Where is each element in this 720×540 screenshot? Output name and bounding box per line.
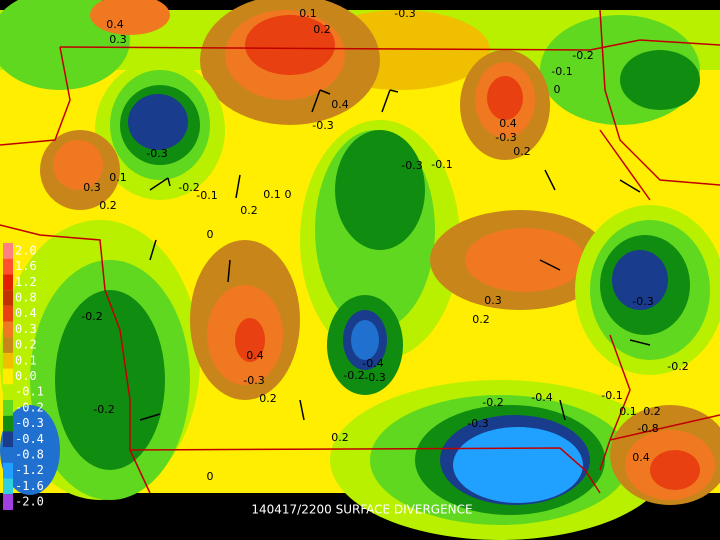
contour-label: 0.2 [259,392,277,405]
legend-label: -0.8 [15,448,44,462]
contour-label: -0.4 [362,357,383,370]
legend-label: -0.3 [15,416,44,430]
legend-label: 0.8 [15,290,37,304]
contour-label: -0.1 [601,389,622,402]
legend-label: 2.0 [15,243,37,257]
contour-label: 0.1 [299,7,317,20]
contour-label: 0.2 [313,23,331,36]
contour-label: -0.1 [196,189,217,202]
contour-label: 0.2 [99,199,117,212]
legend-label: -1.2 [15,463,44,477]
legend-swatch [3,462,13,479]
legend-swatch [3,321,13,338]
legend-swatch [3,400,13,416]
legend-swatch [3,274,13,291]
legend-swatch [3,415,13,432]
legend-label: -0.2 [15,400,44,414]
contour-label: -0.1 [551,65,572,78]
contour-labels: 0.40.30.10.2-0.30.4-0.3-0.2-0.100.4-0.30… [81,7,688,483]
contour-label: -0.3 [146,147,167,160]
contour-label: 0.2 [643,405,661,418]
legend-label: -2.0 [15,495,44,509]
contour-label: 0.3 [83,181,101,194]
legend-swatch [3,384,13,401]
contour-label: -0.3 [401,159,422,172]
contour-label: 0.1 [263,188,281,201]
contour-label: 0.1 [109,171,127,184]
contour-label: -0.3 [394,7,415,20]
legend-swatch [3,290,13,306]
legend-label: 0.3 [15,322,37,336]
contour-label: 0.2 [513,145,531,158]
legend-label: 0.0 [15,369,37,383]
legend-swatch [3,447,13,463]
contour-label: 0 [207,228,214,241]
legend-swatch [3,337,13,353]
legend: 2.0 1.6 1.20.8 0.4 0.3 0.20.1 0.0 -0.1-0.2 -0.3 -… [3,243,44,510]
contour-label: 0.4 [632,451,650,464]
legend-label: 1.6 [15,259,37,273]
contour-label: -0.2 [93,403,114,416]
legend-label: 1.2 [15,275,37,289]
contour-label: -0.4 [531,391,552,404]
legend-swatch [3,431,13,448]
legend-label: 0.1 [15,353,37,367]
legend-label: -0.4 [15,432,44,446]
legend-swatch [3,352,13,369]
contour-label: -0.3 [467,417,488,430]
legend-label: 0.2 [15,338,37,352]
contour-label: 0 [554,83,561,96]
contour-label: 0.3 [109,33,127,46]
contour-label: -0.2 [81,310,102,323]
state-borders [0,9,720,494]
legend-label: 0.4 [15,306,37,320]
legend-swatch [3,478,13,495]
contour-label: 0.4 [331,98,349,111]
contour-label: 0.4 [246,349,264,362]
contour-label: -0.2 [667,360,688,373]
contour-label: 0.2 [472,313,490,326]
contour-label: -0.2 [178,181,199,194]
contour-label: -0.1 [431,158,452,171]
legend-label: -0.1 [15,385,44,399]
caption: 140417/2200 SURFACE DIVERGENCE [251,503,472,517]
contour-label: 0.3 [484,294,502,307]
contour-label: -0.2 [572,49,593,62]
contour-label: 0 [207,470,214,483]
contour-label: 0.2 [331,431,349,444]
contour-label: -0.3 [495,131,516,144]
contour-label: 0 [285,188,292,201]
contour-label: -0.2 [482,396,503,409]
contour-label: -0.2 [343,369,364,382]
legend-swatch [3,494,13,510]
contour-label: -0.3 [632,295,653,308]
contour-label: -0.3 [312,119,333,132]
legend-swatch [3,368,13,385]
legend-swatch [3,305,13,322]
contour-label: 0.4 [106,18,124,31]
contour-label: 0.4 [499,117,517,130]
legend-swatch [3,243,13,259]
contour-label: -0.3 [364,371,385,384]
contour-label: 0.1 [619,405,637,418]
contour-label: -0.3 [243,374,264,387]
wind-barbs [139,89,651,421]
contour-label: -0.8 [637,422,658,435]
legend-swatch [3,258,13,275]
contour-label: 0.2 [240,204,258,217]
legend-label: -1.6 [15,479,44,493]
